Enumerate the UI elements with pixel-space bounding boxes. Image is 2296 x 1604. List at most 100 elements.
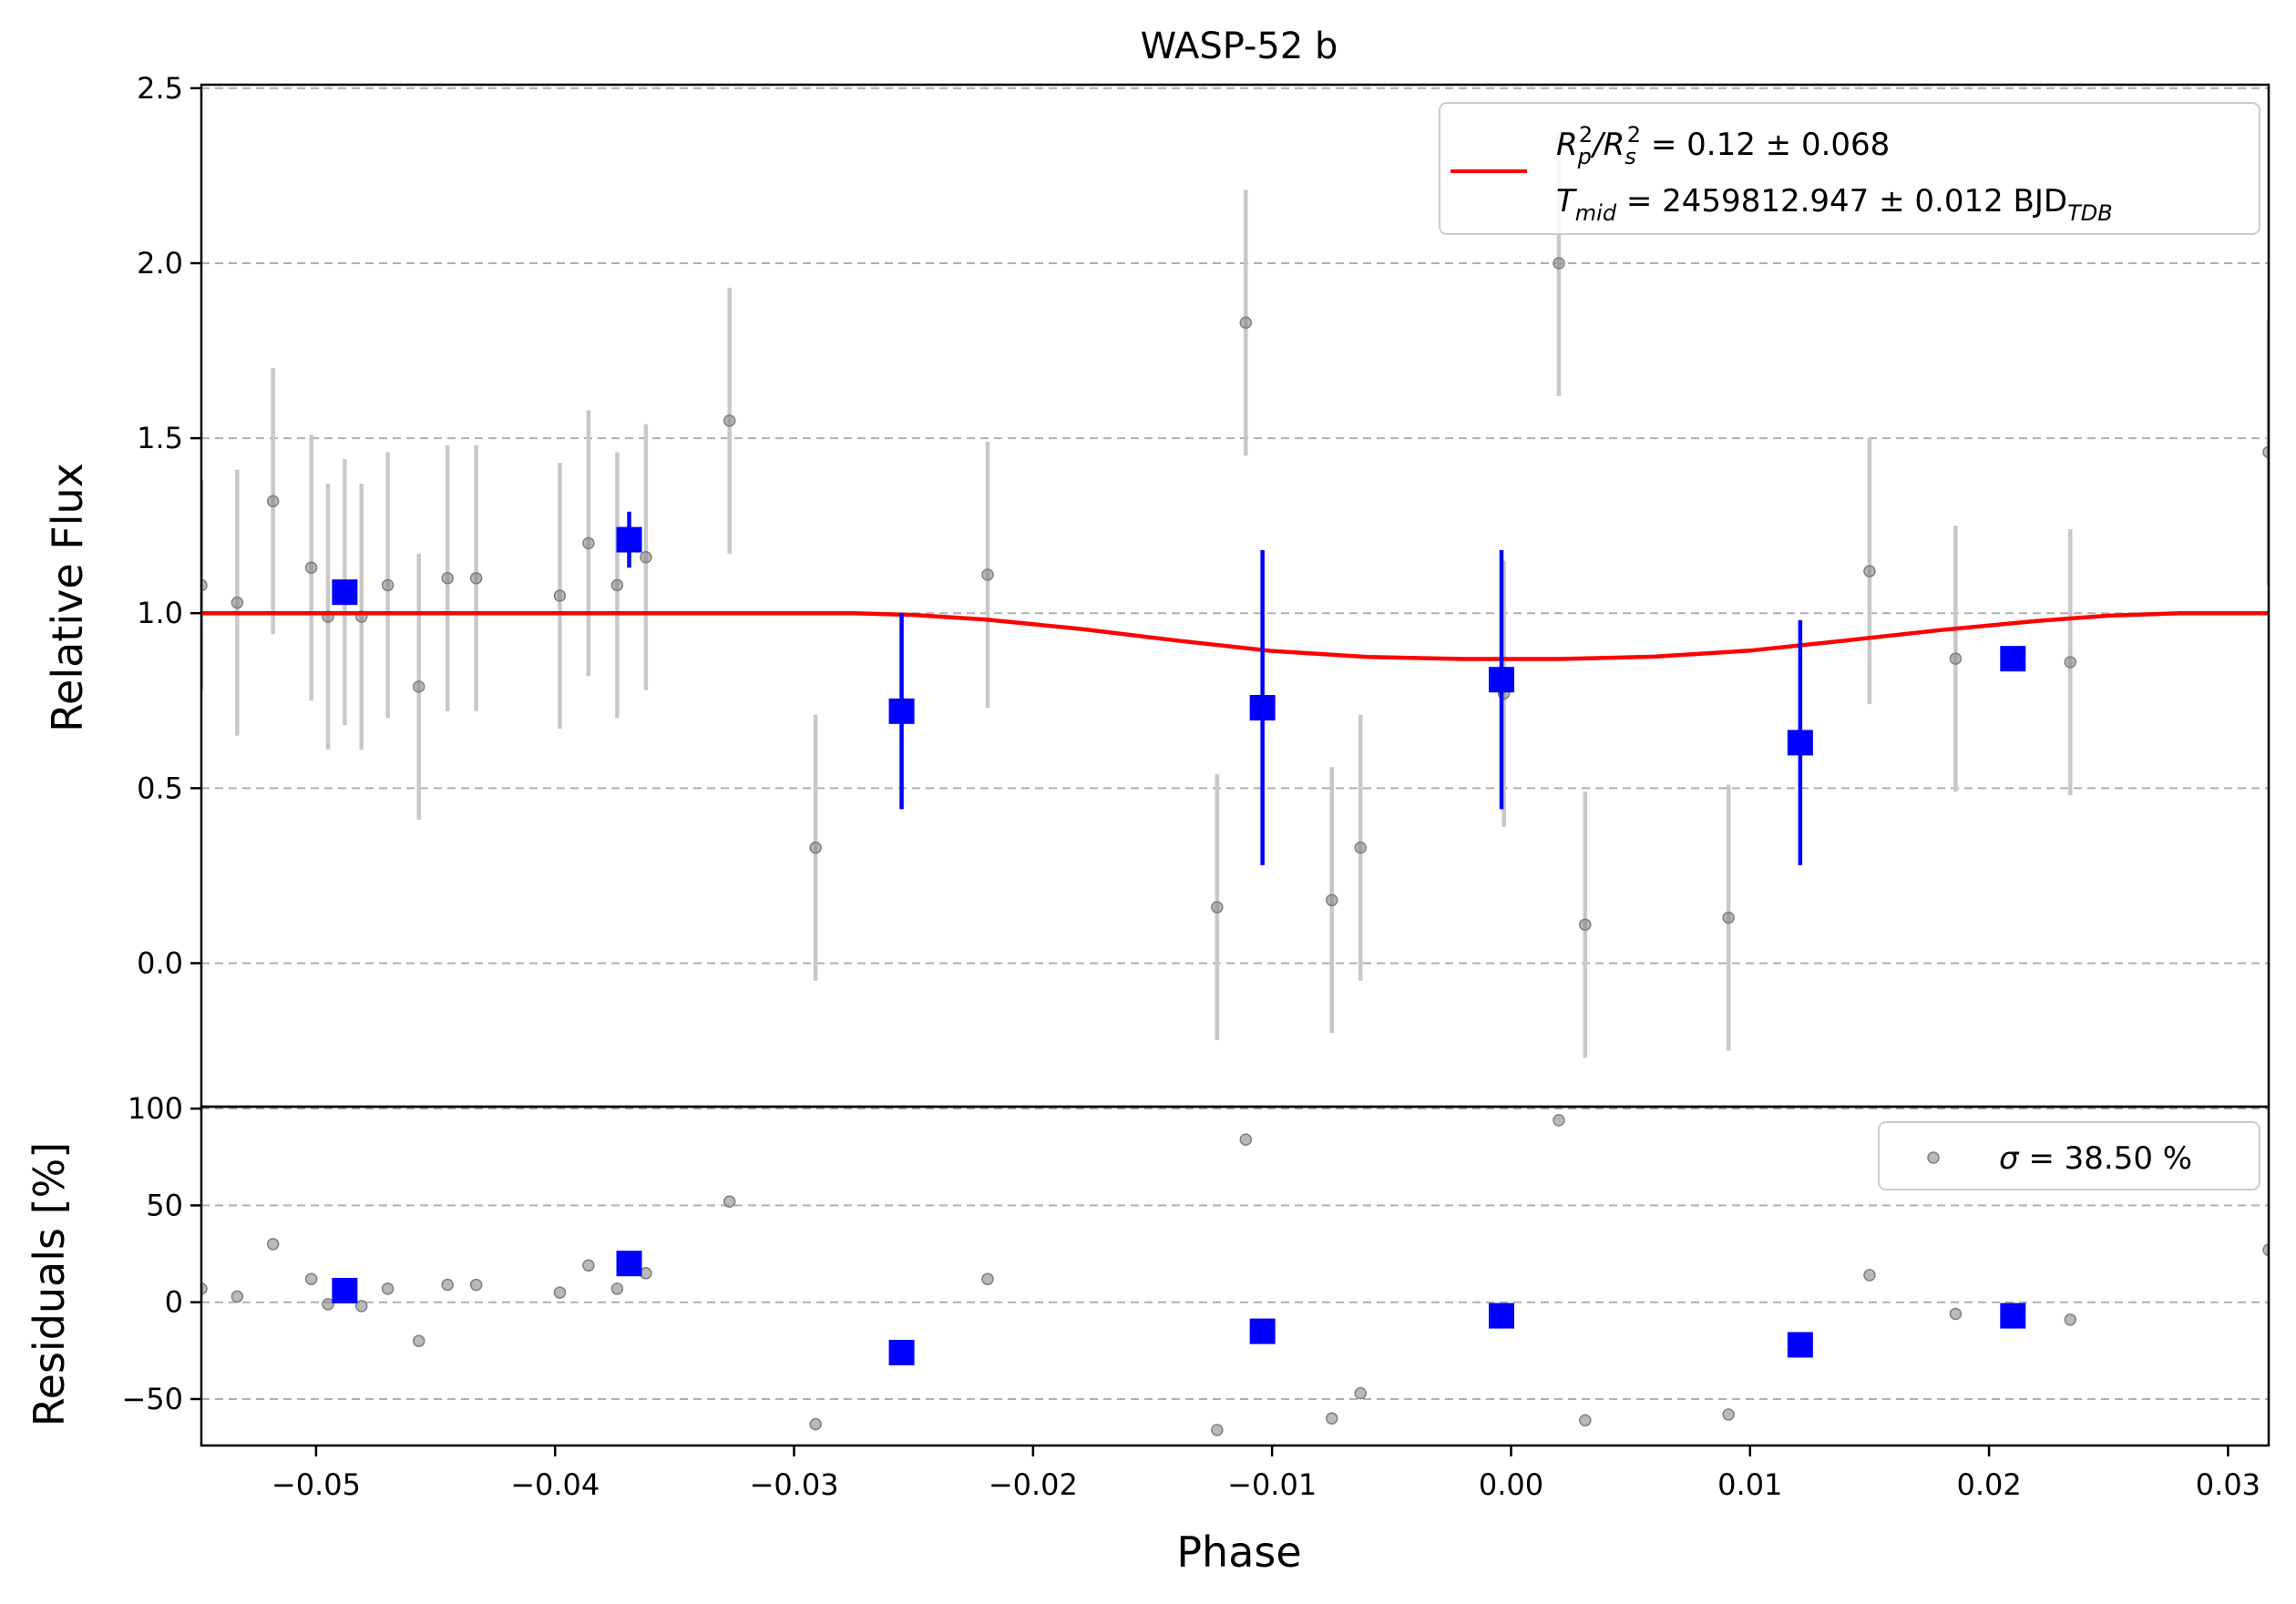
- bottom-y-tick-label: 50: [146, 1188, 183, 1222]
- raw-point: [640, 550, 652, 564]
- residual-point: [322, 1298, 334, 1311]
- raw-point: [469, 572, 483, 585]
- top-legend: Rp2/Rs2 = 0.12 ± 0.068 Tmid = 2459812.94…: [1439, 102, 2260, 235]
- binned-point: [888, 698, 915, 724]
- raw-point: [723, 414, 736, 427]
- residual-point: [809, 1417, 822, 1431]
- raw-point: [1354, 841, 1367, 854]
- residual-point: [201, 1282, 208, 1295]
- bottom-panel-frame: [200, 1105, 2270, 1447]
- residual-point: [1579, 1414, 1592, 1427]
- bottom-plot-area: [201, 1114, 2269, 1436]
- bottom-y-tick-label: 100: [128, 1091, 183, 1126]
- x-tick-label: −0.03: [750, 1467, 839, 1502]
- x-tick-label: 0.02: [1956, 1467, 2021, 1502]
- raw-point: [2262, 445, 2269, 459]
- chart-title: WASP-52 b: [1141, 26, 1338, 67]
- residual-point: [231, 1290, 244, 1303]
- legend-sigma: σ = 38.50 %: [1999, 1140, 2192, 1177]
- bottom-legend-box: [1878, 1121, 2260, 1190]
- binned-residual-point: [1488, 1303, 1514, 1329]
- residual-point: [2262, 1243, 2269, 1257]
- legend-mid-time: Tmid = 2459812.947 ± 0.012 BJDTDB: [1556, 183, 2113, 226]
- raw-point: [201, 578, 208, 592]
- residual-point: [2064, 1313, 2077, 1326]
- raw-point: [441, 572, 454, 585]
- binned-residual-point: [1249, 1318, 1276, 1344]
- x-tick-label: −0.05: [272, 1467, 361, 1502]
- model-curve: [201, 610, 2269, 661]
- top-y-tick-label: 0.5: [137, 771, 183, 805]
- x-tick-label: −0.02: [989, 1467, 1078, 1502]
- raw-point: [412, 680, 425, 693]
- residual-point: [469, 1278, 483, 1292]
- residual-point: [1354, 1386, 1367, 1400]
- raw-point: [1949, 652, 1963, 665]
- raw-point: [1553, 257, 1565, 270]
- residual-point: [553, 1286, 567, 1299]
- legend-radius-ratio: Rp2/Rs2 = 0.12 ± 0.068: [1556, 122, 1890, 169]
- raw-point: [381, 578, 395, 592]
- binned-residual-point: [1787, 1332, 1813, 1358]
- raw-point: [610, 578, 624, 592]
- residual-point: [1949, 1307, 1963, 1321]
- raw-point: [304, 561, 318, 575]
- residual-point: [354, 1300, 368, 1313]
- top-y-tick-label: 2.0: [137, 246, 183, 281]
- raw-point: [2064, 656, 2077, 669]
- binned-point: [1249, 694, 1276, 720]
- raw-point: [1722, 911, 1735, 925]
- x-tick-label: −0.04: [510, 1467, 600, 1502]
- residual-point: [266, 1238, 280, 1251]
- binned-residual-point: [332, 1277, 358, 1303]
- raw-point: [1211, 901, 1224, 914]
- x-tick-label: 0.00: [1479, 1467, 1543, 1502]
- top-legend-box: [1439, 102, 2260, 235]
- top-y-tick-label: 2.5: [137, 71, 183, 106]
- binned-point: [332, 579, 358, 606]
- residual-point: [1863, 1269, 1876, 1282]
- residual-point: [1325, 1412, 1338, 1425]
- residual-point: [412, 1334, 425, 1347]
- raw-point: [266, 495, 280, 508]
- top-y-tick-label: 0.0: [137, 945, 183, 980]
- raw-point: [582, 536, 595, 550]
- residual-point: [1211, 1424, 1224, 1436]
- binned-point: [2000, 646, 2026, 672]
- residual-point: [723, 1195, 736, 1208]
- residual-point: [981, 1272, 994, 1285]
- binned-point: [1488, 667, 1514, 693]
- binned-point: [1787, 730, 1813, 756]
- residual-point: [640, 1267, 652, 1280]
- binned-point: [616, 526, 642, 553]
- residual-point: [1722, 1408, 1735, 1421]
- bottom-grid: [201, 1108, 2269, 1400]
- raw-point: [231, 596, 244, 609]
- top-y-tick-label: 1.5: [137, 421, 183, 455]
- residual-point: [582, 1259, 595, 1272]
- residual-point: [381, 1282, 395, 1295]
- bottom-y-tick-label: 0: [165, 1285, 183, 1320]
- legend-residual-marker: [1927, 1151, 1940, 1164]
- raw-point: [809, 841, 822, 854]
- top-y-tick-label: 1.0: [137, 596, 183, 630]
- x-tick-label: 0.03: [2196, 1467, 2260, 1502]
- residual-point: [1553, 1114, 1565, 1127]
- x-tick-label: −0.01: [1227, 1467, 1317, 1502]
- binned-residual-point: [616, 1251, 642, 1277]
- top-grid: [201, 87, 2269, 965]
- top-y-axis: 0.0 0.5 1.0 1.5 2.0 2.5: [137, 71, 201, 980]
- binned-residual-point: [2000, 1303, 2026, 1329]
- x-axis-title: Phase: [1176, 1527, 1301, 1577]
- raw-point: [553, 589, 567, 602]
- bottom-y-axis: −50 0 50 100: [121, 1091, 201, 1416]
- x-axis: −0.05 −0.04 −0.03 −0.02 −0.01 0.00 0.01 0.02 0.0…: [272, 1446, 2260, 1502]
- residual-point: [1239, 1133, 1253, 1146]
- bottom-y-axis-title: Residuals [%]: [25, 1142, 74, 1426]
- top-plot-area: [201, 129, 2269, 1058]
- residual-point: [441, 1278, 454, 1292]
- raw-point: [1863, 565, 1876, 577]
- x-tick-label: 0.01: [1717, 1467, 1782, 1502]
